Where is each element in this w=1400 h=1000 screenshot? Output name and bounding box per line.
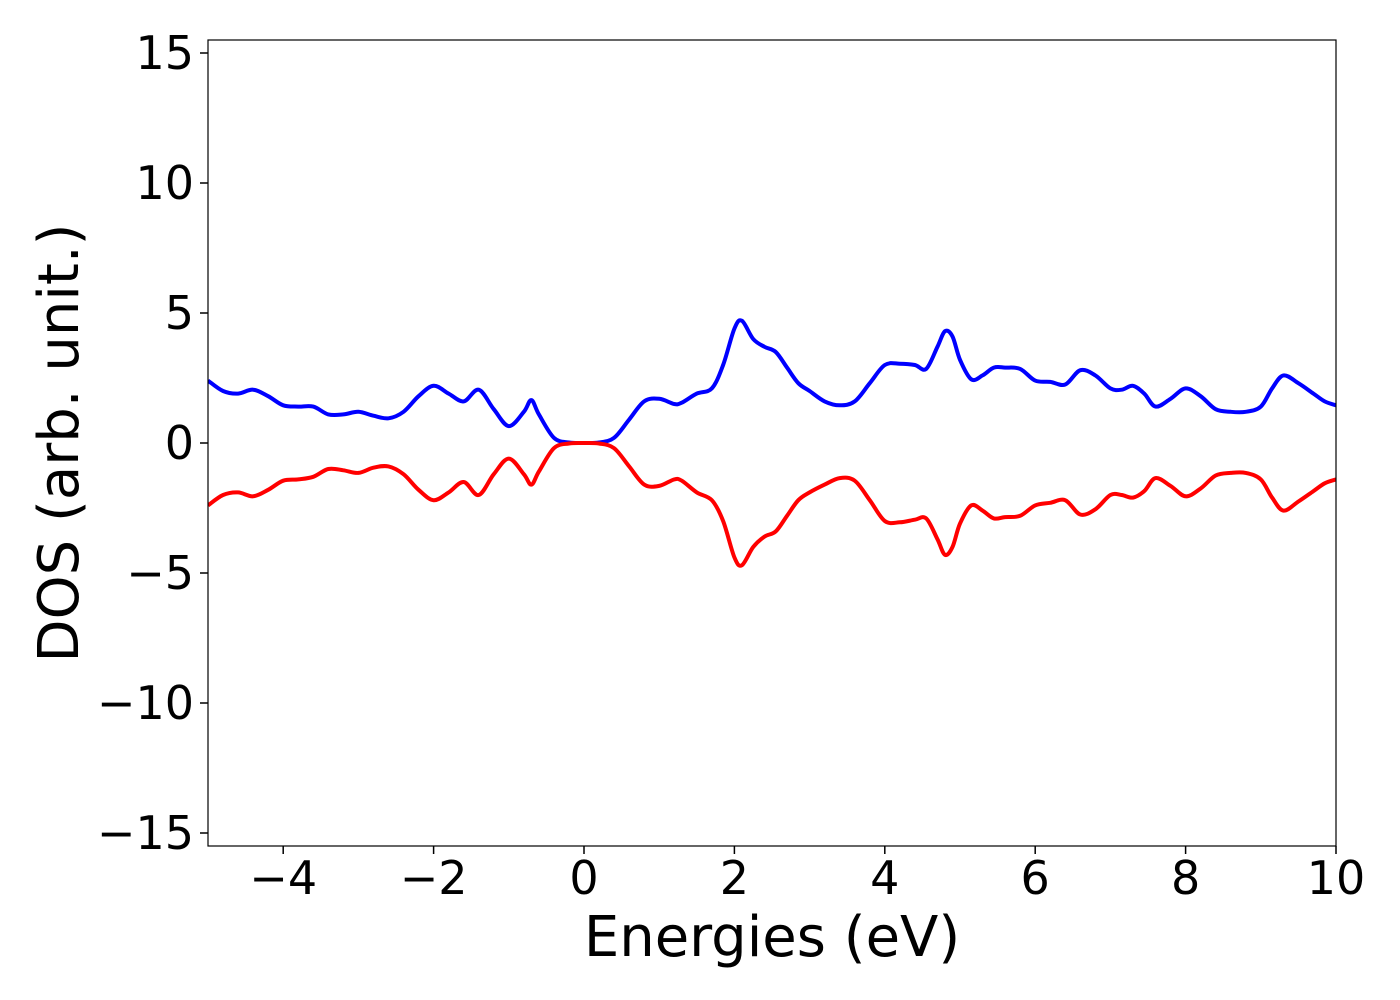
x-tick-label: 6 (1021, 851, 1050, 905)
x-axis-ticks: −4 −2 0 2 4 6 8 10 (249, 846, 1365, 905)
y-tick-label: 10 (135, 156, 194, 210)
x-tick-label: −4 (249, 851, 317, 905)
x-axis-title: Energies (eV) (584, 905, 960, 970)
x-tick-label: 0 (569, 851, 598, 905)
y-tick-label: 15 (135, 26, 194, 80)
y-axis-title: DOS (arb. unit.) (27, 223, 92, 662)
plot-frame (207, 39, 1337, 847)
y-tick-label: 0 (165, 416, 194, 470)
y-axis-ticks: −15 −10 −5 0 5 10 15 (97, 26, 208, 860)
x-tick-label: 4 (870, 851, 899, 905)
y-tick-label: −15 (97, 806, 194, 860)
dos-line-spin-up (208, 318, 1336, 446)
x-tick-label: 8 (1171, 851, 1200, 905)
plot-area (207, 39, 1337, 847)
dos-line-spin-down (208, 440, 1336, 568)
y-tick-label: 5 (165, 286, 194, 340)
x-tick-label: 10 (1307, 851, 1366, 905)
y-tick-label: −10 (97, 676, 194, 730)
x-tick-label: 2 (720, 851, 749, 905)
y-tick-label: −5 (126, 546, 194, 600)
x-tick-label: −2 (400, 851, 468, 905)
